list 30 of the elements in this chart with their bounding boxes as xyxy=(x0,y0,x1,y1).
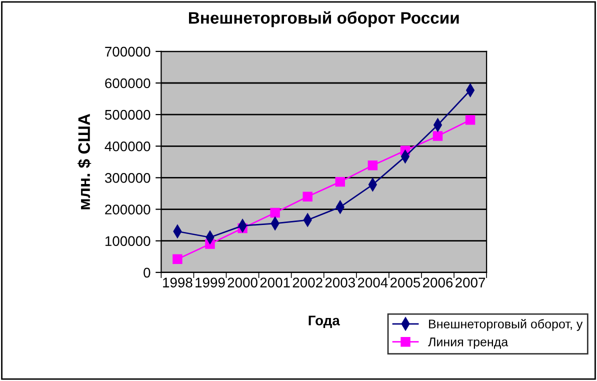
point xyxy=(432,131,443,141)
point xyxy=(465,115,476,125)
point xyxy=(270,208,280,218)
point xyxy=(368,160,378,170)
x-tick-label: 1998 xyxy=(163,278,192,288)
point xyxy=(335,176,345,187)
x-tick-label: 2006 xyxy=(423,278,453,288)
y-tick-label: 700000 xyxy=(105,46,150,57)
chart-title: Внешнеторговый оборот России xyxy=(189,11,459,28)
x-tick-label: 2001 xyxy=(260,278,290,288)
x-tick-label: 2002 xyxy=(292,278,322,288)
y-axis-title: млн. $ США xyxy=(77,114,92,210)
legend-label: Линия тренда xyxy=(428,338,508,349)
x-tick-label: 2004 xyxy=(358,278,388,288)
y-tick-label: 200000 xyxy=(105,204,150,214)
point xyxy=(302,192,312,202)
y-tick-label: 300000 xyxy=(104,173,150,183)
y-tick-label: 400000 xyxy=(104,141,150,152)
legend-label: Внешнеторговый оборот, у xyxy=(429,319,583,331)
x-tick-label: 1999 xyxy=(196,278,225,288)
x-tick-label: 2005 xyxy=(390,278,420,288)
x-tick-label: 2000 xyxy=(228,278,258,288)
y-tick-label: 600000 xyxy=(105,78,150,88)
y-tick-label: 0 xyxy=(144,268,150,278)
y-tick-label: 500000 xyxy=(104,110,150,120)
x-axis-title: Года xyxy=(308,316,340,328)
y-tick-label: 100000 xyxy=(105,236,150,246)
point xyxy=(172,254,182,264)
x-tick-label: 2007 xyxy=(456,278,486,288)
x-tick-label: 2003 xyxy=(325,278,355,288)
